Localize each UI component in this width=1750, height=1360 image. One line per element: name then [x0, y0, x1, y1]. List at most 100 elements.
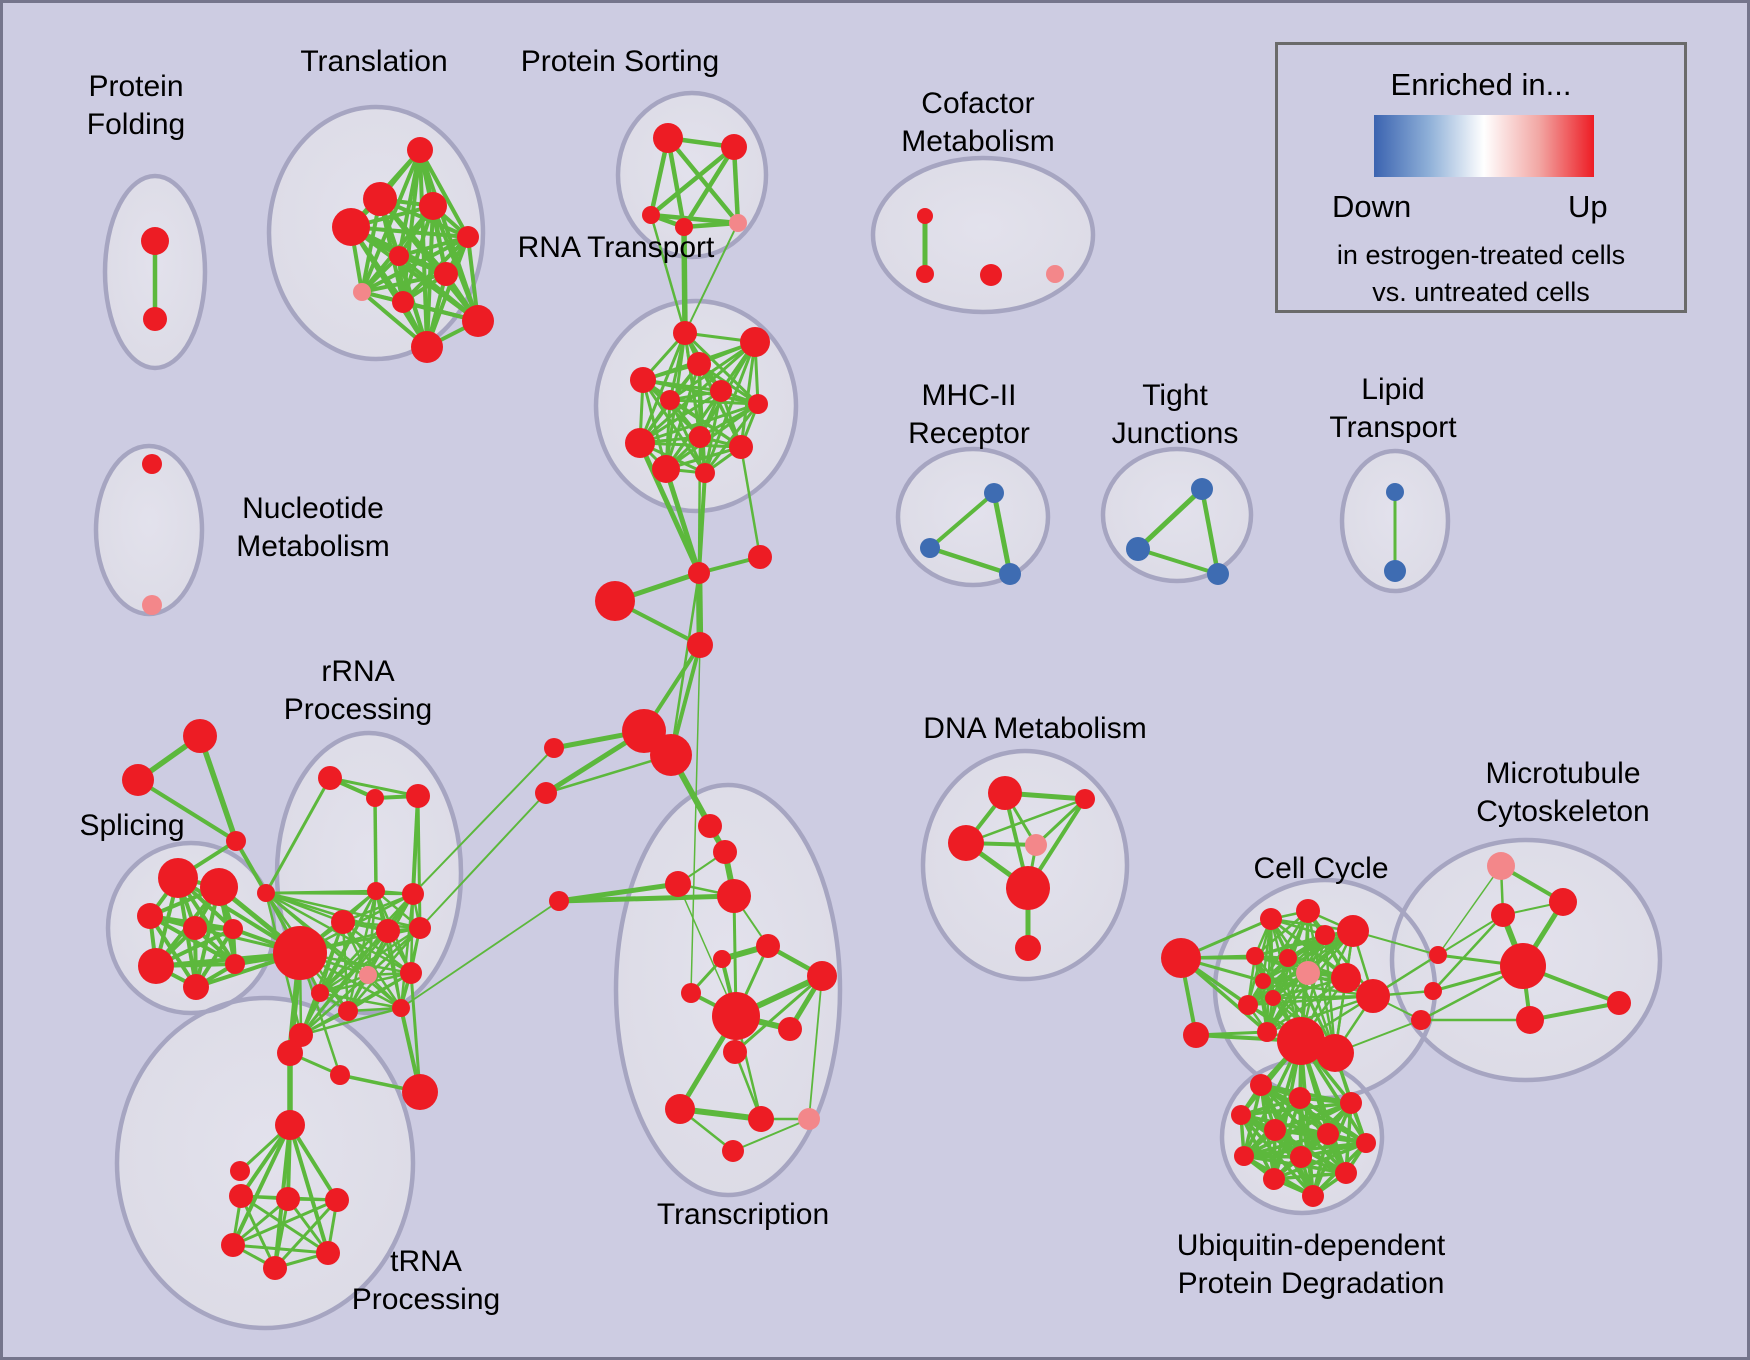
node-u11[interactable] [1335, 1162, 1357, 1184]
node-mc1[interactable] [1487, 852, 1515, 880]
node-l2[interactable] [1384, 560, 1406, 582]
node-r8[interactable] [625, 428, 655, 458]
node-d5[interactable] [1006, 866, 1050, 910]
node-tr7[interactable] [713, 950, 731, 968]
node-t11[interactable] [411, 331, 443, 363]
node-r10[interactable] [729, 435, 753, 459]
node-u2[interactable] [1289, 1087, 1311, 1109]
node-u6[interactable] [1317, 1123, 1339, 1145]
node-tr9[interactable] [681, 983, 701, 1003]
node-tr6[interactable] [756, 934, 780, 958]
node-r7[interactable] [748, 394, 768, 414]
node-rn10[interactable] [311, 984, 329, 1002]
node-r9[interactable] [689, 426, 711, 448]
node-r11[interactable] [652, 455, 680, 483]
node-ps3[interactable] [642, 206, 660, 224]
node-d1[interactable] [988, 776, 1022, 810]
node-d2[interactable] [1075, 789, 1095, 809]
node-r12[interactable] [695, 463, 715, 483]
node-mc9[interactable] [1607, 991, 1631, 1015]
node-t1[interactable] [407, 137, 433, 163]
node-nc[interactable] [402, 1074, 438, 1110]
node-cc1[interactable] [1161, 938, 1201, 978]
node-tr8[interactable] [807, 961, 837, 991]
node-c4[interactable] [1046, 265, 1064, 283]
node-rr2[interactable] [366, 789, 384, 807]
node-sp4[interactable] [183, 916, 207, 940]
node-t10[interactable] [462, 305, 494, 337]
node-cc11[interactable] [1331, 963, 1361, 993]
node-cc12[interactable] [1356, 979, 1390, 1013]
node-r5[interactable] [710, 380, 732, 402]
node-sp2[interactable] [200, 868, 238, 906]
node-cc13[interactable] [1238, 995, 1258, 1015]
node-tj3[interactable] [1207, 563, 1229, 585]
node-pf2[interactable] [143, 307, 167, 331]
node-rn8[interactable] [359, 966, 377, 984]
node-m3[interactable] [999, 563, 1021, 585]
node-mc4[interactable] [1500, 943, 1546, 989]
node-tr1[interactable] [698, 814, 722, 838]
node-r6[interactable] [660, 390, 680, 410]
node-rn9[interactable] [338, 1001, 358, 1021]
node-rn7[interactable] [409, 917, 431, 939]
node-rr3[interactable] [406, 784, 430, 808]
node-r4[interactable] [630, 367, 656, 393]
node-na[interactable] [277, 1040, 303, 1066]
node-m2[interactable] [920, 538, 940, 558]
node-cc9[interactable] [1296, 961, 1320, 985]
node-m1[interactable] [984, 483, 1004, 503]
node-cc8[interactable] [1279, 949, 1297, 967]
node-g3[interactable] [226, 831, 246, 851]
node-c3[interactable] [980, 264, 1002, 286]
node-nm2[interactable] [142, 595, 162, 615]
node-ne[interactable] [230, 1161, 250, 1181]
node-s1[interactable] [544, 738, 564, 758]
node-sp6[interactable] [138, 948, 174, 984]
node-tr2[interactable] [713, 840, 737, 864]
node-mc2[interactable] [1549, 888, 1577, 916]
node-mc7[interactable] [1411, 1010, 1431, 1030]
node-rr1[interactable] [318, 766, 342, 790]
node-c2[interactable] [916, 265, 934, 283]
node-tr15[interactable] [798, 1108, 820, 1130]
node-tr13[interactable] [665, 1094, 695, 1124]
node-t3[interactable] [419, 192, 447, 220]
node-cc7[interactable] [1246, 947, 1264, 965]
node-tr5[interactable] [549, 891, 569, 911]
node-mc5[interactable] [1429, 946, 1447, 964]
node-r2[interactable] [740, 327, 770, 357]
node-tr16[interactable] [722, 1140, 744, 1162]
node-t4[interactable] [332, 208, 370, 246]
node-ps5[interactable] [729, 214, 747, 232]
node-cc5[interactable] [1337, 915, 1369, 947]
node-mc3[interactable] [1491, 903, 1515, 927]
node-ps4[interactable] [675, 218, 693, 236]
node-l1[interactable] [1386, 483, 1404, 501]
node-mc8[interactable] [1516, 1006, 1544, 1034]
node-d4[interactable] [1025, 834, 1047, 856]
node-tr11[interactable] [778, 1017, 802, 1041]
node-t5[interactable] [457, 226, 479, 248]
node-sp3[interactable] [137, 903, 163, 929]
node-u4[interactable] [1231, 1105, 1251, 1125]
node-tj1[interactable] [1191, 478, 1213, 500]
node-r3[interactable] [687, 352, 711, 376]
node-t6[interactable] [389, 246, 409, 266]
node-cc14[interactable] [1265, 990, 1281, 1006]
node-u5[interactable] [1264, 1119, 1286, 1141]
node-t8[interactable] [353, 283, 371, 301]
node-tr4[interactable] [717, 879, 751, 913]
node-pf1[interactable] [141, 227, 169, 255]
node-g2[interactable] [122, 764, 154, 796]
node-r1[interactable] [673, 321, 697, 345]
node-rn2[interactable] [331, 910, 355, 934]
node-u7[interactable] [1356, 1133, 1376, 1153]
node-u9[interactable] [1290, 1146, 1312, 1168]
node-x3[interactable] [595, 581, 635, 621]
node-s2[interactable] [535, 782, 557, 804]
node-c1[interactable] [917, 208, 933, 224]
node-ps2[interactable] [721, 134, 747, 160]
node-t9[interactable] [392, 291, 414, 313]
node-u8[interactable] [1234, 1146, 1254, 1166]
